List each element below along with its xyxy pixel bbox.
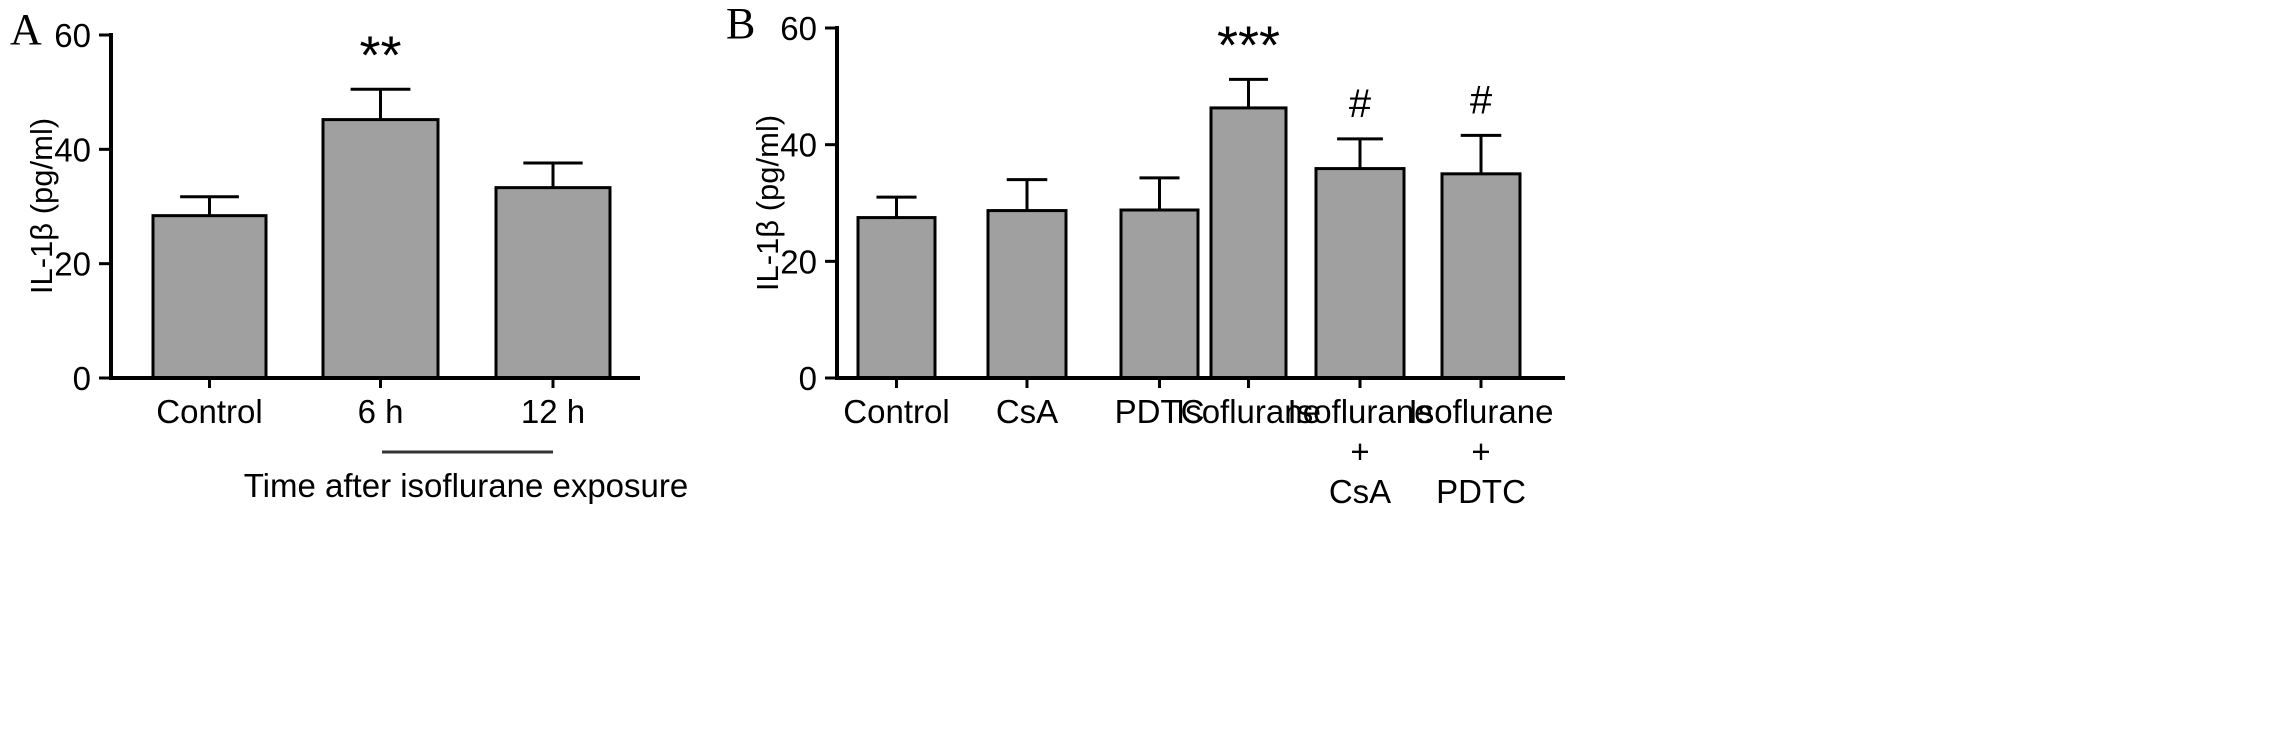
y-tick-label: 60 [780,10,817,47]
x-tick-label: Control [843,393,949,430]
y-axis-label: IL-1β (pg/ml) [24,118,59,294]
y-tick-label: 20 [54,246,91,283]
y-tick-label: 60 [54,17,91,54]
significance-hash: # [1470,78,1493,122]
x-tick-label: 6 h [358,393,404,430]
y-tick-label: 0 [799,360,817,397]
x-tick-label: Isoflurane [1176,393,1321,430]
panel-a: A IL-1β (pg/ml) 0 20 40 60 Control ** 6 h 12 h Tim… [10,5,688,504]
bar [986,209,1068,380]
y-tick-label: 0 [73,360,91,397]
y-tick-label: 40 [54,131,91,168]
panel-b: B IL-1β (pg/ml) 0 20 40 60 Control CsA PDTC *** Is… [726,0,1565,510]
bar [1119,208,1200,380]
panel-label: A [10,5,42,54]
bar [494,186,612,380]
y-tick-label: 20 [780,243,817,280]
significance-stars: *** [1217,15,1280,75]
bar [1440,172,1522,380]
x-tick-label: PDTC [1115,393,1205,430]
panel-label: B [726,0,755,48]
bar [1314,167,1406,380]
x-tick-label: 12 h [521,393,585,430]
significance-hash: # [1349,82,1372,126]
x-tick-label: + [1350,433,1369,470]
x-tick-label: Isoflurane [1409,393,1554,430]
bar [856,216,937,380]
x-tick-label: CsA [1329,473,1391,510]
group-bracket-label: Time after isoflurane exposure [244,467,689,504]
x-tick-label: + [1471,433,1490,470]
bar [321,118,440,380]
x-tick-label: Isoflurane [1288,393,1433,430]
x-tick-label: CsA [996,393,1058,430]
y-tick-label: 40 [780,127,817,164]
x-tick-label: PDTC [1436,473,1526,510]
bar [1209,106,1288,380]
significance-stars: ** [359,25,401,85]
y-axis-label: IL-1β (pg/ml) [750,115,785,291]
bar [151,214,268,380]
x-tick-label: Control [156,393,262,430]
